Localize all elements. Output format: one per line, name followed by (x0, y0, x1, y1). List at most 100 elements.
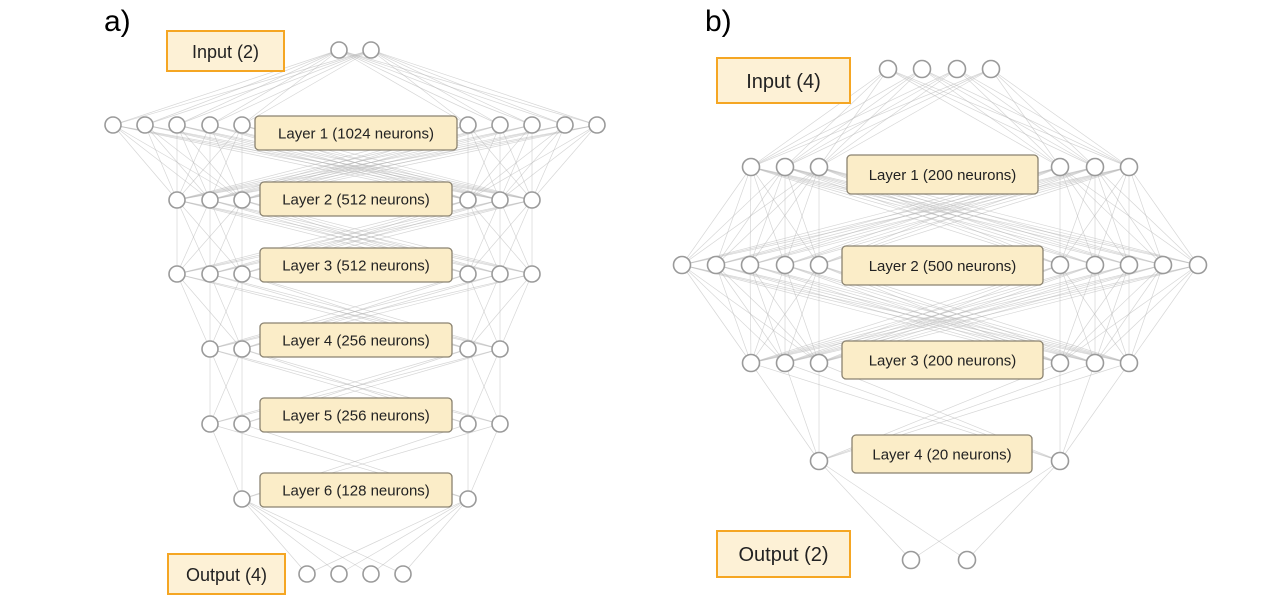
a-neuron-row-7 (394, 565, 412, 583)
b-connection-line (990, 68, 1061, 168)
a-connection-line (338, 49, 469, 126)
panel-a-network: a) Input (2) Output (4) Layer 1 (1024 ne… (104, 5, 606, 595)
panel-a-layer-2-label: Layer 2 (512 neurons) (259, 181, 453, 217)
panel-a-layer-5-text: Layer 5 (256 neurons) (282, 408, 430, 425)
a-connection-line (467, 273, 501, 350)
b-neuron-row-2 (706, 255, 726, 275)
a-neuron-row-2 (491, 191, 509, 209)
a-neuron-row-1 (556, 116, 574, 134)
a-connection-line (176, 124, 566, 201)
b-neuron-row-0 (878, 59, 898, 79)
b-connection-line (921, 68, 1061, 168)
panel-a-neurons (104, 41, 606, 583)
b-connection-line (681, 166, 786, 266)
a-connection-line (209, 348, 501, 425)
b-neuron-row-3 (1050, 353, 1070, 373)
a-connection-line (112, 49, 340, 126)
b-neuron-row-5 (957, 550, 977, 570)
a-neuron-row-5 (201, 415, 219, 433)
a-neuron-row-1 (136, 116, 154, 134)
a-neuron-row-2 (233, 191, 251, 209)
b-connection-line (1094, 264, 1199, 364)
b-neuron-row-3 (741, 353, 761, 373)
a-connection-line (467, 199, 533, 275)
b-connection-line (1059, 362, 1096, 462)
a-connection-line (370, 498, 469, 575)
a-connection-line (209, 273, 243, 350)
b-neuron-row-3 (1119, 353, 1139, 373)
b-neuron-row-1 (1050, 157, 1070, 177)
a-connection-line (499, 273, 533, 350)
b-neuron-row-0 (947, 59, 967, 79)
b-neuron-row-2 (1050, 255, 1070, 275)
a-neuron-row-1 (588, 116, 606, 134)
b-connection-line (681, 166, 820, 266)
a-connection-line (338, 498, 469, 575)
b-connection-line (956, 68, 1096, 168)
b-connection-line (750, 68, 992, 168)
a-connection-line (467, 124, 501, 201)
b-neuron-row-1 (775, 157, 795, 177)
b-connection-line (750, 362, 820, 462)
panel-b-output-label: Output (2) (716, 530, 851, 578)
panel-b-output-text: Output (2) (738, 544, 828, 566)
a-neuron-row-1 (168, 116, 186, 134)
a-connection-line (176, 199, 243, 275)
a-connection-line (112, 124, 211, 201)
b-neuron-row-2 (809, 255, 829, 275)
a-connection-line (209, 124, 243, 201)
b-neuron-row-4 (1050, 451, 1070, 471)
a-connection-line (176, 273, 211, 350)
a-neuron-row-2 (201, 191, 219, 209)
b-neuron-row-2 (1153, 255, 1173, 275)
a-connection-line (241, 498, 372, 575)
panel-b-input-label: Input (4) (716, 57, 851, 104)
a-neuron-row-0 (362, 41, 380, 59)
a-connection-line (176, 273, 243, 350)
a-connection-line (241, 498, 404, 575)
panel-b-layer-2-label: Layer 2 (500 neurons) (841, 245, 1044, 286)
b-connection-line (1094, 166, 1199, 266)
a-neuron-row-1 (233, 116, 251, 134)
panel-a-layer-4-text: Layer 4 (256 neurons) (282, 333, 430, 350)
a-neuron-row-1 (201, 116, 219, 134)
panel-b-letter: b) (705, 5, 732, 38)
b-neuron-row-2 (672, 255, 692, 275)
panel-b-layer-2-text: Layer 2 (500 neurons) (869, 258, 1017, 275)
b-connection-line (1128, 264, 1199, 364)
a-connection-line (176, 199, 211, 275)
panel-a-layer-3-label: Layer 3 (512 neurons) (259, 247, 453, 283)
panel-a-input-label: Input (2) (166, 30, 285, 72)
b-connection-line (1059, 264, 1096, 364)
b-connection-line (990, 68, 1096, 168)
a-neuron-row-5 (233, 415, 251, 433)
a-connection-line (176, 124, 533, 201)
panel-a-output-label: Output (4) (167, 553, 286, 595)
a-connection-line (531, 124, 598, 201)
a-connection-line (144, 124, 178, 201)
a-connection-line (467, 124, 533, 201)
a-neuron-row-4 (233, 340, 251, 358)
a-connection-line (467, 199, 501, 275)
b-neuron-row-3 (1085, 353, 1105, 373)
b-neuron-row-5 (901, 550, 921, 570)
a-connection-line (241, 498, 308, 575)
b-connection-line (784, 362, 820, 462)
a-neuron-row-5 (459, 415, 477, 433)
a-connection-line (467, 273, 533, 350)
b-connection-line (1059, 166, 1096, 266)
panel-b-layer-4-text: Layer 4 (20 neurons) (872, 447, 1011, 464)
a-neuron-row-1 (459, 116, 477, 134)
a-neuron-row-1 (491, 116, 509, 134)
panel-a-layer-6-text: Layer 6 (128 neurons) (282, 483, 430, 500)
b-neuron-row-3 (775, 353, 795, 373)
a-neuron-row-3 (491, 265, 509, 283)
b-connection-line (715, 166, 1130, 266)
a-neuron-row-4 (491, 340, 509, 358)
a-neuron-row-3 (233, 265, 251, 283)
panel-b-input-text: Input (4) (746, 71, 820, 93)
b-connection-line (681, 166, 752, 266)
b-neuron-row-3 (809, 353, 829, 373)
b-connection-line (956, 68, 1061, 168)
a-connection-line (402, 498, 469, 575)
